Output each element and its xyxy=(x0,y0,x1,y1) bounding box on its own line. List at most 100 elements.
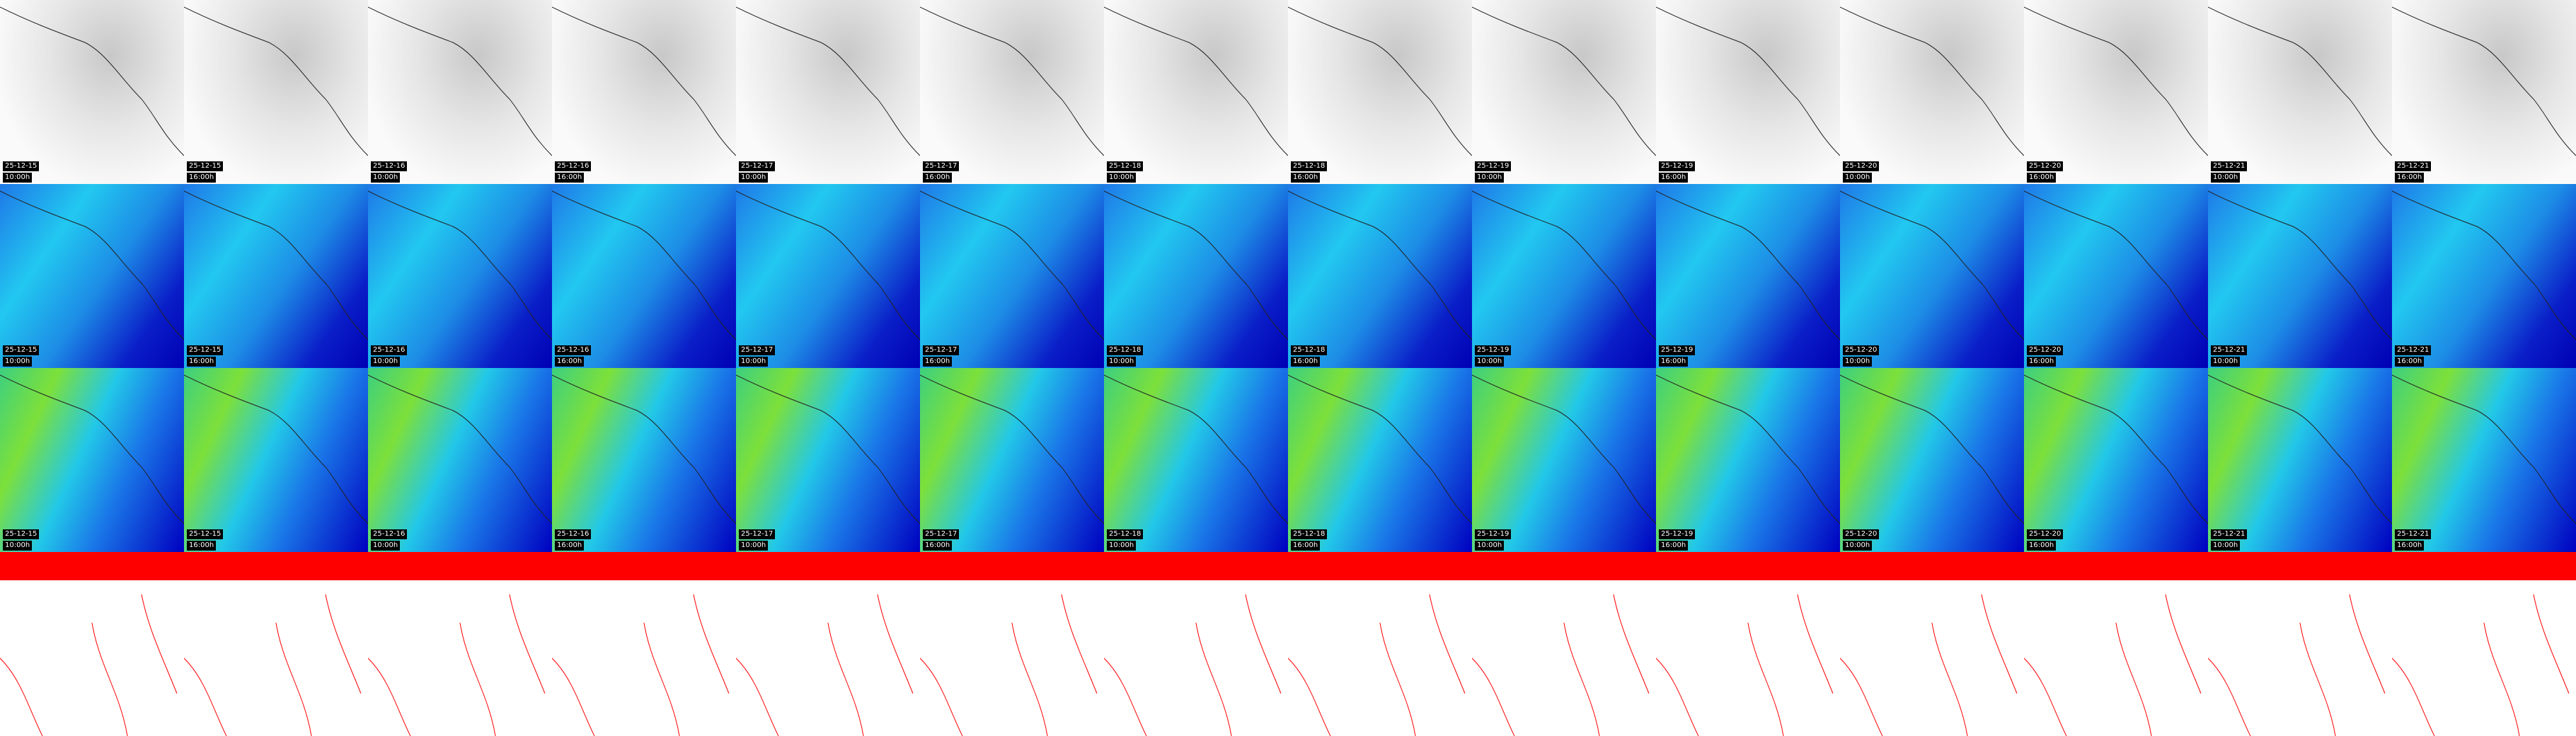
map-tile xyxy=(1656,552,1840,736)
time-label: 25-12-18 16:00h xyxy=(1291,528,1328,551)
hour-label: 10:00h xyxy=(1843,541,1873,551)
coastline xyxy=(368,374,552,524)
hour-label: 10:00h xyxy=(3,541,33,551)
map-overlay xyxy=(1472,374,1656,524)
coastline xyxy=(2208,6,2392,156)
map-overlay xyxy=(1288,190,1472,340)
coastline xyxy=(2392,6,2576,156)
map-tile xyxy=(1472,552,1656,736)
map-tile: 25-12-19 10:00h xyxy=(1472,368,1656,552)
pressure-band xyxy=(920,552,1104,580)
hour-label: 16:00h xyxy=(2027,541,2057,551)
map-overlay xyxy=(1104,6,1288,156)
map-overlay xyxy=(736,6,920,156)
coastline xyxy=(368,6,552,156)
map-tile xyxy=(736,552,920,736)
isobar xyxy=(552,594,730,736)
map-tile: 25-12-20 16:00h xyxy=(2024,0,2208,184)
isobar xyxy=(184,594,362,736)
time-label: 25-12-15 16:00h xyxy=(187,160,224,183)
time-label: 25-12-20 16:00h xyxy=(2027,160,2064,183)
map-tile: 25-12-17 16:00h xyxy=(920,368,1104,552)
isobar xyxy=(1104,594,1282,736)
map-tile: 25-12-20 16:00h xyxy=(2024,368,2208,552)
coastline xyxy=(1288,190,1472,340)
date-label: 25-12-15 xyxy=(187,345,224,355)
hour-label: 16:00h xyxy=(187,357,217,367)
hour-label: 10:00h xyxy=(2211,357,2241,367)
time-label: 25-12-19 10:00h xyxy=(1475,528,1512,551)
map-overlay xyxy=(552,190,736,340)
time-label: 25-12-16 16:00h xyxy=(555,528,592,551)
coastline xyxy=(1288,374,1472,524)
hour-label: 16:00h xyxy=(1291,173,1321,183)
pressure-band xyxy=(736,552,920,580)
time-label: 25-12-19 16:00h xyxy=(1659,344,1696,367)
hour-label: 10:00h xyxy=(739,357,769,367)
coastline xyxy=(2208,374,2392,524)
map-overlay xyxy=(1104,190,1288,340)
hour-label: 16:00h xyxy=(1659,173,1689,183)
map-tile: 25-12-17 10:00h xyxy=(736,368,920,552)
map-tile: 25-12-19 16:00h xyxy=(1656,368,1840,552)
coastline xyxy=(1656,374,1840,524)
map-tile xyxy=(552,552,736,736)
time-label: 25-12-17 10:00h xyxy=(739,344,776,367)
map-overlay xyxy=(368,6,552,156)
map-overlay xyxy=(184,190,368,340)
hour-label: 10:00h xyxy=(371,541,401,551)
map-tile: 25-12-19 16:00h xyxy=(1656,0,1840,184)
time-label: 25-12-19 16:00h xyxy=(1659,160,1696,183)
time-label: 25-12-18 10:00h xyxy=(1107,528,1144,551)
map-tile xyxy=(1288,552,1472,736)
time-label: 25-12-17 16:00h xyxy=(923,160,960,183)
hour-label: 16:00h xyxy=(923,357,953,367)
map-tile: 25-12-15 16:00h xyxy=(184,368,368,552)
hour-label: 16:00h xyxy=(187,173,217,183)
time-label: 25-12-20 10:00h xyxy=(1843,160,1880,183)
map-overlay xyxy=(0,6,184,156)
hour-label: 16:00h xyxy=(555,357,585,367)
map-tile: 25-12-20 10:00h xyxy=(1840,368,2024,552)
hour-label: 10:00h xyxy=(1475,357,1505,367)
time-label: 25-12-15 10:00h xyxy=(3,528,40,551)
coastline xyxy=(1656,6,1840,156)
pressure-band xyxy=(1656,552,1840,580)
pressure-band xyxy=(368,552,552,580)
map-tile xyxy=(2208,552,2392,736)
map-tile: 25-12-18 16:00h xyxy=(1288,0,1472,184)
map-overlay xyxy=(920,594,1098,736)
map-tile: 25-12-15 16:00h xyxy=(184,0,368,184)
pressure-band xyxy=(1472,552,1656,580)
coastline xyxy=(184,6,368,156)
map-tile xyxy=(0,552,184,736)
map-tile: 25-12-18 16:00h xyxy=(1288,184,1472,368)
hour-label: 16:00h xyxy=(1291,541,1321,551)
map-tile xyxy=(1840,552,2024,736)
map-overlay xyxy=(552,6,736,156)
map-overlay xyxy=(2208,374,2392,524)
date-label: 25-12-18 xyxy=(1291,345,1328,355)
date-label: 25-12-21 xyxy=(2395,161,2432,171)
map-tile: 25-12-17 16:00h xyxy=(920,0,1104,184)
time-label: 25-12-15 16:00h xyxy=(187,528,224,551)
time-label: 25-12-17 16:00h xyxy=(923,344,960,367)
map-tile: 25-12-20 10:00h xyxy=(1840,184,2024,368)
time-label: 25-12-15 10:00h xyxy=(3,160,40,183)
map-overlay xyxy=(1472,594,1650,736)
time-label: 25-12-16 10:00h xyxy=(371,344,408,367)
date-label: 25-12-20 xyxy=(2027,529,2064,539)
hour-label: 10:00h xyxy=(1107,357,1137,367)
map-tile: 25-12-19 16:00h xyxy=(1656,184,1840,368)
time-label: 25-12-15 16:00h xyxy=(187,344,224,367)
time-label: 25-12-17 10:00h xyxy=(739,160,776,183)
hour-label: 10:00h xyxy=(1475,541,1505,551)
date-label: 25-12-18 xyxy=(1107,529,1144,539)
coastline xyxy=(1288,6,1472,156)
hour-label: 16:00h xyxy=(555,173,585,183)
date-label: 25-12-19 xyxy=(1659,161,1696,171)
coastline xyxy=(2024,190,2208,340)
isobar xyxy=(1840,594,2018,736)
coastline xyxy=(920,6,1104,156)
